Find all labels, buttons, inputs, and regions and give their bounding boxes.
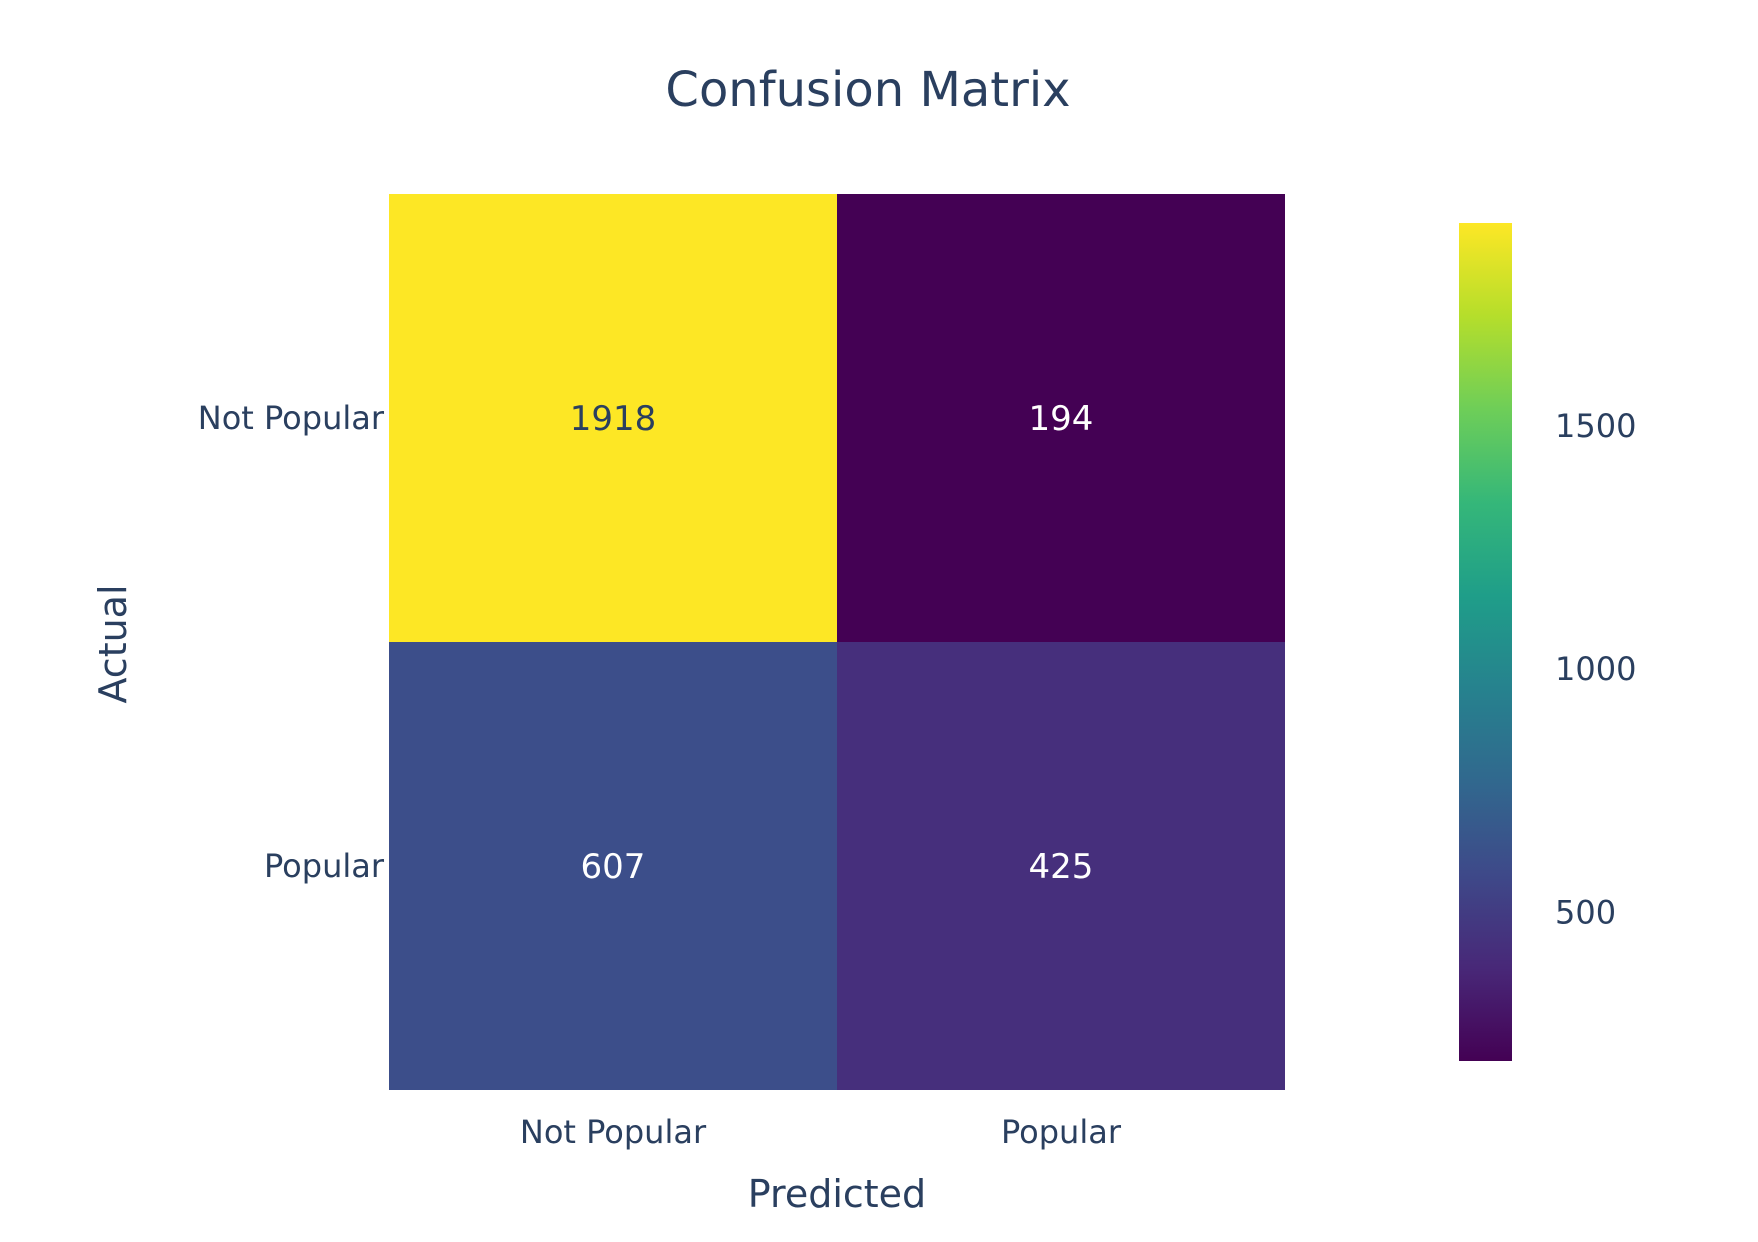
heatmap-cell-value-r0-c0: 1918 (570, 399, 657, 439)
x-tick-label: Popular (1001, 1113, 1122, 1151)
y-tick-label: Popular (264, 847, 385, 885)
heatmap-cell-value-r0-c1: 194 (1029, 399, 1094, 439)
heatmap-cell-value-r1-c0: 607 (581, 847, 646, 887)
heatmap-cell-r1-c1 (837, 642, 1285, 1090)
colorbar-ticks: 500 1000 1500 (1555, 407, 1636, 931)
colorbar-tick-label: 1500 (1555, 407, 1636, 445)
heatmap-cells (389, 194, 1285, 1090)
heatmap-cell-r1-c0 (389, 642, 837, 1090)
y-axis-ticks: Not Popular Popular (198, 399, 385, 885)
colorbar (1459, 223, 1512, 1061)
x-axis-title: Predicted (748, 1172, 926, 1216)
colorbar-tick-label: 500 (1555, 893, 1616, 931)
chart-title: Confusion Matrix (665, 62, 1070, 118)
heatmap-cell-labels: 1918 194 607 425 (570, 399, 1094, 887)
colorbar-tick-label: 1000 (1555, 650, 1636, 688)
heatmap-cell-r0-c1 (837, 194, 1285, 642)
x-axis-ticks: Not Popular Popular (520, 1113, 1122, 1151)
x-tick-label: Not Popular (520, 1113, 707, 1151)
y-axis-title: Actual (91, 584, 135, 703)
y-tick-label: Not Popular (198, 399, 385, 437)
heatmap-cell-r0-c0 (389, 194, 837, 642)
heatmap-cell-value-r1-c1: 425 (1029, 847, 1094, 887)
